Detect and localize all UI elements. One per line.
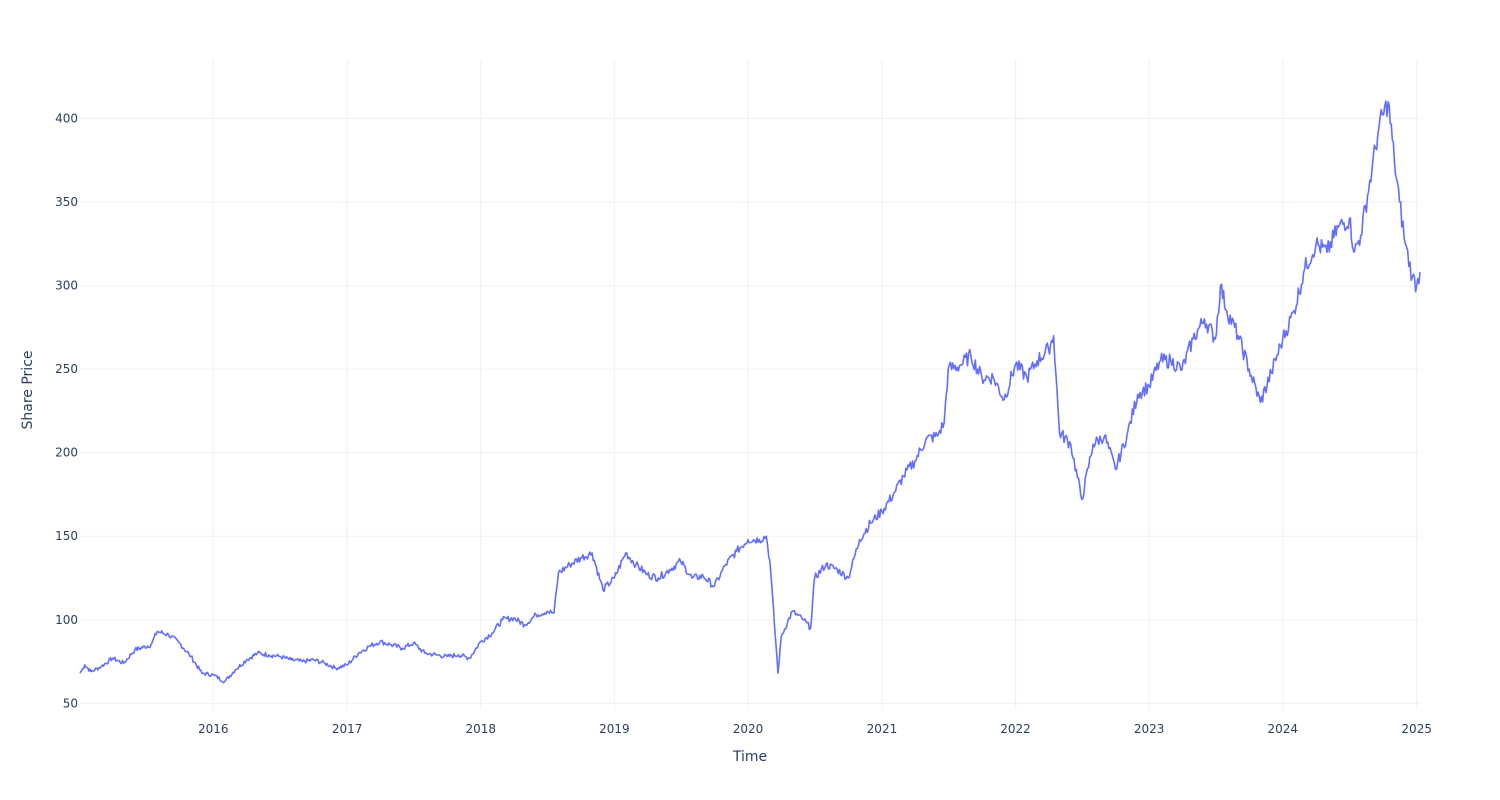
x-tick-label: 2016: [198, 722, 229, 736]
y-tick-label: 250: [55, 362, 78, 376]
y-tick-label: 400: [55, 111, 78, 125]
x-tick-label: 2017: [332, 722, 363, 736]
x-tick-label: 2023: [1134, 722, 1165, 736]
y-tick-label: 150: [55, 529, 78, 543]
y-tick-label: 100: [55, 613, 78, 627]
x-tick-label: 2019: [599, 722, 630, 736]
share-price-line: [79, 100, 1421, 684]
y-tick-label: 350: [55, 195, 78, 209]
x-tick-label: 2021: [867, 722, 898, 736]
x-tick-label: 2025: [1401, 722, 1432, 736]
x-tick-label: 2020: [733, 722, 764, 736]
x-tick-label: 2018: [466, 722, 497, 736]
grid-layer: [80, 60, 1420, 710]
series-layer: [79, 100, 1421, 684]
y-tick-label: 300: [55, 279, 78, 293]
y-tick-label: 200: [55, 446, 78, 460]
y-tick-label: 50: [63, 696, 78, 710]
x-tick-label: 2024: [1267, 722, 1298, 736]
x-tick-label: 2022: [1000, 722, 1031, 736]
x-axis-title: Time: [732, 749, 767, 765]
tick-layer: 50 100 150 200 250 300 350 400 2016 2017 2018 2019 2…: [55, 111, 1432, 736]
y-axis-title: Share Price: [20, 350, 36, 429]
